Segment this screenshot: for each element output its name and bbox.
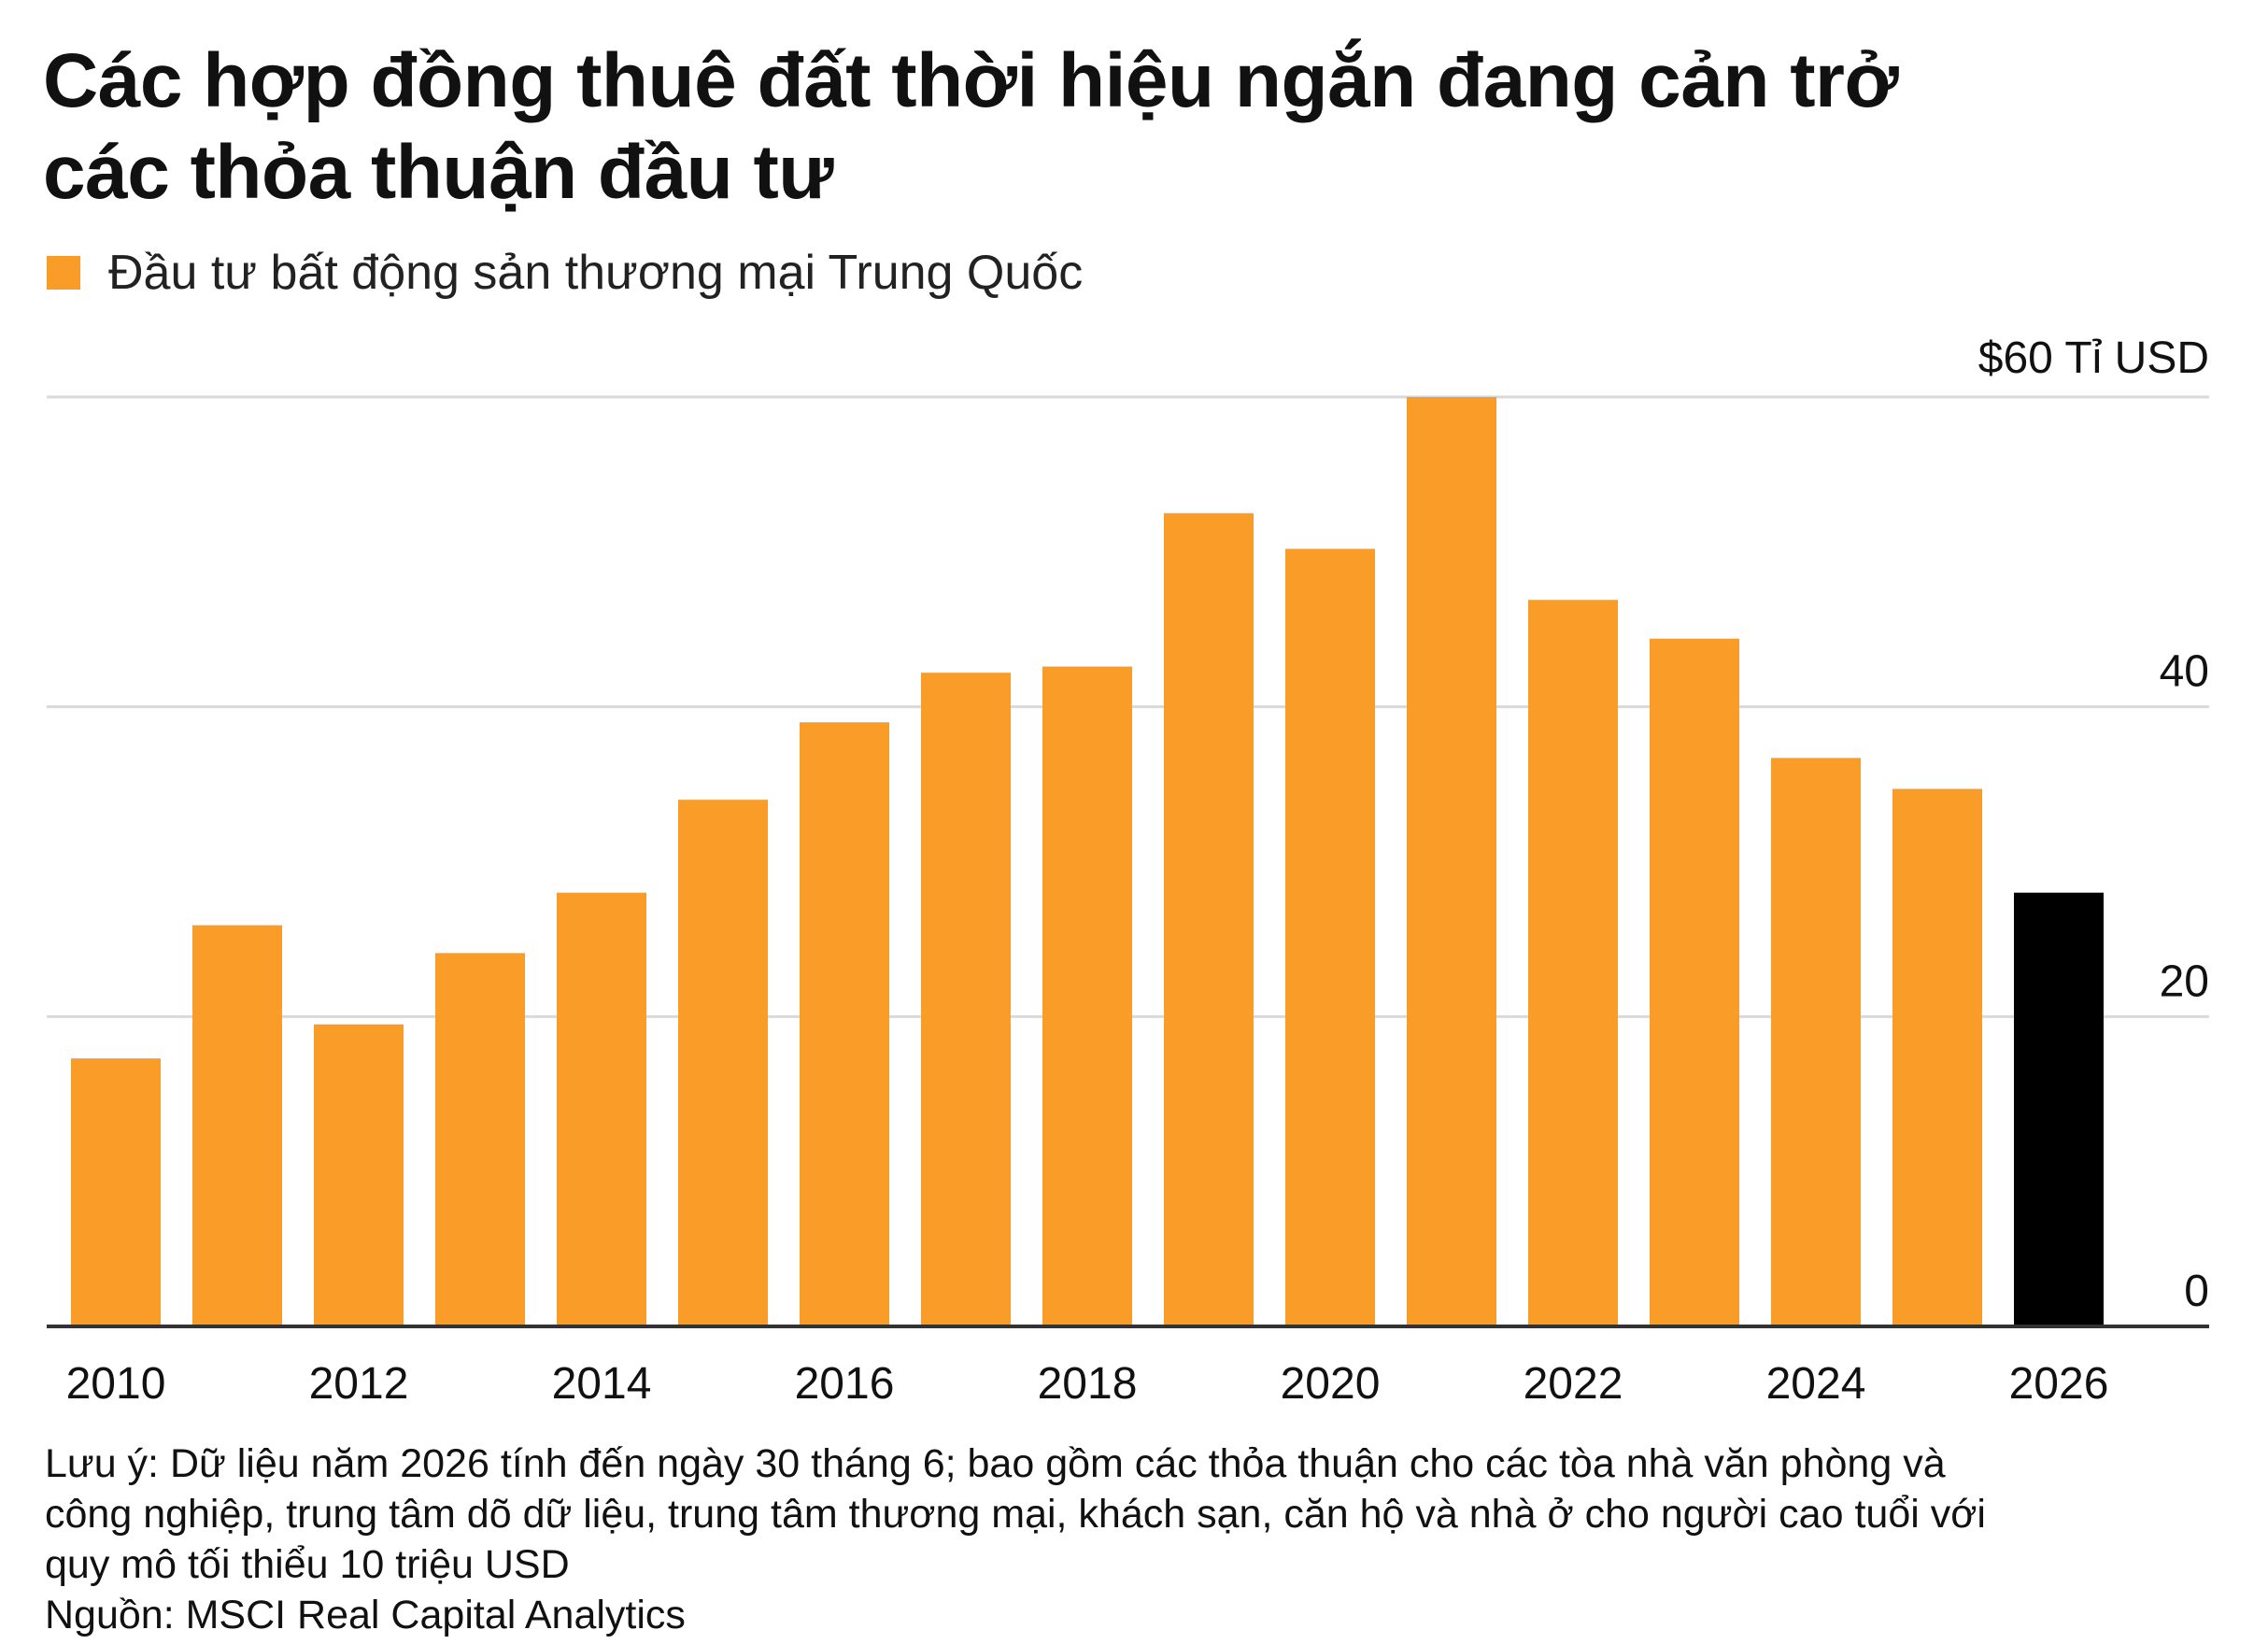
bar-2017 — [921, 673, 1011, 1326]
x-tick-label: 2016 — [795, 1359, 895, 1409]
footnote: Lưu ý: Dữ liệu năm 2026 tính đến ngày 30… — [45, 1438, 2231, 1640]
bar-chart: 0 20 40 $60 Tỉ USD 2010 2012 2014 2016 2018 2020 2… — [47, 333, 2209, 1409]
chart-title: Các hợp đồng thuê đất thời hiệu ngắn đan… — [43, 35, 2229, 219]
bar-2020 — [1285, 548, 1375, 1326]
bar-2013 — [435, 953, 525, 1326]
bar-2016 — [800, 722, 889, 1326]
bar-2014 — [557, 892, 646, 1326]
bar-2022 — [1528, 600, 1618, 1326]
source-line: Nguồn: MSCI Real Capital Analytics — [45, 1593, 686, 1637]
bar-2015 — [678, 800, 768, 1326]
note-line-1: Lưu ý: Dữ liệu năm 2026 tính đến ngày 30… — [45, 1441, 1946, 1486]
chart-title-line2: các thỏa thuận đầu tư — [43, 130, 834, 215]
bar-2018 — [1042, 666, 1132, 1326]
legend-label: Đầu tư bất động sản thương mại Trung Quố… — [108, 246, 1084, 300]
x-tick-label: 2020 — [1281, 1359, 1381, 1409]
x-tick-label: 2022 — [1524, 1359, 1623, 1409]
bar-2019 — [1164, 513, 1254, 1326]
y-tick-label: 40 — [2160, 647, 2209, 697]
bar-2010 — [71, 1058, 161, 1326]
y-tick-label: $60 Tỉ USD — [1978, 333, 2209, 383]
x-tick-label: 2014 — [552, 1359, 652, 1409]
bar-2012 — [314, 1024, 404, 1326]
y-tick-label: 0 — [2184, 1267, 2209, 1316]
bar-2023 — [1650, 638, 1739, 1326]
x-tick-label: 2010 — [66, 1359, 166, 1409]
legend-swatch — [47, 256, 80, 290]
bar-2025 — [1892, 788, 1982, 1326]
bar-2021 — [1407, 397, 1496, 1326]
note-line-2: công nghiệp, trung tâm dõ dữ liệu, trung… — [45, 1492, 1986, 1537]
x-tick-label: 2012 — [309, 1359, 409, 1409]
x-tick-label: 2024 — [1766, 1359, 1866, 1409]
bar-2026 — [2014, 892, 2104, 1326]
y-tick-label: 20 — [2160, 957, 2209, 1006]
x-tick-label: 2026 — [2009, 1359, 2109, 1409]
bar-2011 — [192, 925, 282, 1326]
chart-legend: Đầu tư bất động sản thương mại Trung Quố… — [47, 245, 1083, 301]
note-line-3: quy mô tối thiểu 10 triệu USD — [45, 1542, 570, 1587]
chart-title-line1: Các hợp đồng thuê đất thời hiệu ngắn đan… — [43, 38, 1899, 123]
x-tick-label: 2018 — [1038, 1359, 1138, 1409]
bar-2024 — [1771, 758, 1861, 1326]
